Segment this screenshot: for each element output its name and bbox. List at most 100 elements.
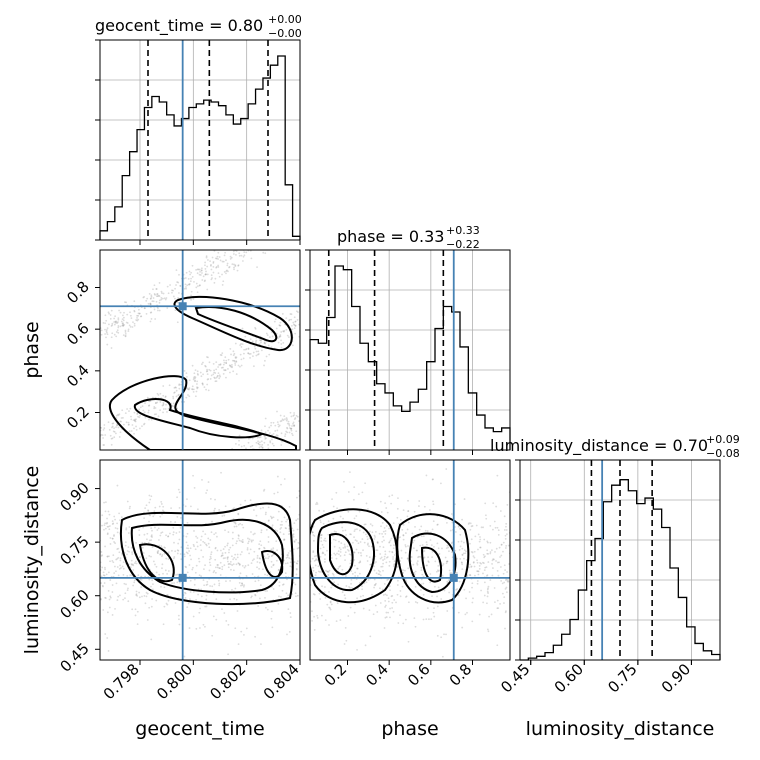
scatter-point	[164, 546, 167, 549]
scatter-point	[399, 560, 402, 562]
scatter-point	[493, 587, 496, 589]
scatter-point	[362, 531, 365, 534]
scatter-point	[121, 553, 124, 556]
scatter-point	[119, 559, 122, 562]
scatter-point	[285, 417, 288, 419]
scatter-point	[404, 618, 407, 621]
scatter-point	[391, 551, 394, 553]
scatter-point	[124, 412, 127, 415]
scatter-point	[178, 273, 180, 276]
grid-phase	[310, 250, 510, 450]
scatter-point	[249, 352, 252, 355]
scatter-point	[172, 289, 174, 292]
scatter-point	[137, 308, 140, 311]
scatter-point	[268, 353, 271, 356]
truth-point	[178, 573, 187, 582]
scatter-point	[122, 324, 125, 327]
scatter-point	[120, 320, 123, 323]
scatter-point	[156, 392, 159, 395]
xtick-label: 0.798	[100, 660, 143, 703]
scatter-point	[213, 583, 216, 586]
scatter-point	[245, 575, 248, 577]
scatter-point	[244, 499, 247, 502]
scatter-point	[256, 353, 259, 356]
scatter-point	[319, 555, 322, 558]
scatter-point	[143, 422, 146, 425]
scatter-point	[130, 415, 132, 418]
scatter-point	[196, 268, 199, 271]
scatter-point	[283, 478, 286, 480]
scatter-point	[343, 554, 346, 556]
scatter-point	[157, 415, 160, 418]
scatter-point	[106, 343, 109, 346]
scatter-point	[104, 322, 107, 325]
scatter-point	[278, 584, 281, 587]
scatter-point	[472, 561, 475, 564]
scatter-point	[113, 333, 116, 336]
scatter-point	[336, 602, 339, 605]
scatter-point	[220, 471, 222, 474]
scatter-point	[288, 631, 291, 633]
scatter-point	[337, 550, 340, 553]
scatter-point	[489, 551, 492, 553]
scatter-point	[215, 361, 218, 364]
scatter-point	[373, 538, 376, 540]
scatter-point	[416, 560, 419, 563]
scatter-point	[105, 319, 108, 322]
scatter-point	[223, 361, 226, 364]
scatter-point	[239, 563, 241, 566]
scatter-point	[214, 566, 217, 569]
scatter-point	[226, 560, 229, 563]
scatter-point	[113, 317, 116, 320]
scatter-point	[271, 526, 274, 529]
scatter-point	[352, 498, 355, 501]
scatter-point	[207, 389, 210, 392]
scatter-point	[451, 551, 453, 554]
contour-mid	[408, 532, 457, 594]
scatter-point	[260, 440, 263, 443]
scatter-point	[243, 444, 246, 447]
scatter-point	[144, 507, 147, 510]
scatter-point	[111, 425, 114, 428]
scatter-point	[445, 547, 448, 550]
scatter-point	[358, 529, 361, 532]
scatter-point	[207, 537, 210, 540]
scatter-point	[110, 347, 113, 349]
scatter-point	[286, 518, 289, 521]
scatter-point	[312, 551, 315, 554]
scatter-point	[179, 285, 182, 287]
scatter-point	[116, 413, 119, 416]
scatter-point	[172, 402, 175, 405]
scatter-point	[421, 544, 424, 546]
scatter-point	[189, 280, 192, 283]
scatter-point	[138, 427, 141, 430]
scatter-point	[217, 264, 220, 267]
scatter-point	[504, 534, 507, 537]
scatter-point	[369, 563, 372, 566]
scatter-point	[104, 434, 107, 436]
scatter-point	[225, 259, 227, 262]
scatter-point	[224, 356, 227, 359]
scatter-point	[444, 517, 447, 520]
scatter-point	[164, 395, 167, 398]
scatter-point	[355, 515, 358, 517]
scatter-point	[437, 570, 440, 573]
scatter-point	[460, 540, 463, 543]
scatter-point	[197, 557, 200, 560]
scatter-point	[113, 515, 116, 518]
scatter-point	[248, 437, 250, 440]
scatter-point	[448, 550, 450, 553]
scatter-point	[135, 428, 138, 431]
scatter-point	[388, 541, 391, 544]
scatter-point	[465, 550, 467, 553]
scatter-point	[410, 556, 413, 558]
scatter-point	[478, 567, 481, 570]
scatter-point	[376, 549, 379, 552]
scatter-point	[138, 529, 141, 531]
scatter-point	[105, 573, 108, 576]
scatter-point	[228, 548, 230, 551]
scatter-point	[221, 260, 224, 263]
scatter-point	[210, 263, 212, 266]
scatter-point	[233, 507, 236, 510]
scatter-point	[247, 352, 250, 355]
